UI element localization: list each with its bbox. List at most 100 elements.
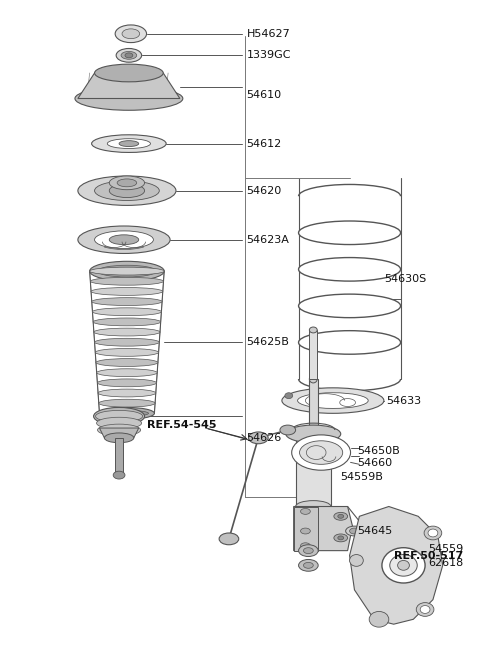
Ellipse shape: [282, 388, 384, 413]
Ellipse shape: [299, 331, 401, 354]
Ellipse shape: [108, 138, 150, 148]
Ellipse shape: [219, 533, 239, 544]
Ellipse shape: [300, 441, 343, 464]
Ellipse shape: [92, 134, 166, 152]
Text: H54627: H54627: [247, 29, 290, 39]
Ellipse shape: [299, 544, 318, 556]
Ellipse shape: [346, 526, 363, 536]
Ellipse shape: [96, 359, 158, 367]
Text: REF.54-545: REF.54-545: [146, 420, 216, 430]
Ellipse shape: [93, 318, 161, 326]
Ellipse shape: [334, 534, 348, 542]
Ellipse shape: [109, 235, 139, 245]
Ellipse shape: [96, 417, 142, 429]
Ellipse shape: [292, 435, 350, 470]
Ellipse shape: [94, 328, 160, 336]
Text: 54623A: 54623A: [247, 235, 289, 245]
Ellipse shape: [90, 277, 164, 285]
Ellipse shape: [369, 611, 389, 627]
Ellipse shape: [78, 176, 176, 205]
Ellipse shape: [115, 25, 146, 43]
Ellipse shape: [95, 231, 154, 249]
Text: 54650B: 54650B: [358, 445, 400, 456]
Ellipse shape: [300, 528, 311, 534]
Ellipse shape: [117, 179, 137, 187]
Polygon shape: [294, 506, 318, 550]
Ellipse shape: [420, 605, 430, 613]
Ellipse shape: [334, 512, 348, 520]
Text: 62618: 62618: [428, 558, 463, 568]
Ellipse shape: [109, 176, 144, 190]
Text: 54630S: 54630S: [384, 274, 426, 284]
Ellipse shape: [96, 411, 143, 422]
Ellipse shape: [286, 425, 341, 443]
Ellipse shape: [92, 298, 162, 306]
Ellipse shape: [303, 548, 313, 554]
Ellipse shape: [95, 348, 158, 356]
Ellipse shape: [96, 369, 157, 377]
Ellipse shape: [90, 267, 164, 275]
Ellipse shape: [122, 29, 140, 39]
Polygon shape: [99, 428, 139, 438]
Ellipse shape: [93, 308, 161, 316]
Ellipse shape: [97, 265, 156, 277]
Ellipse shape: [299, 258, 401, 281]
Ellipse shape: [101, 411, 137, 421]
Ellipse shape: [296, 501, 331, 512]
Ellipse shape: [280, 425, 296, 435]
Ellipse shape: [109, 184, 144, 197]
Ellipse shape: [91, 287, 163, 295]
Ellipse shape: [98, 389, 156, 397]
Bar: [309, 379, 318, 428]
Ellipse shape: [338, 514, 344, 518]
Ellipse shape: [397, 560, 409, 570]
Ellipse shape: [338, 536, 344, 540]
Ellipse shape: [116, 49, 142, 62]
Text: REF.50-517: REF.50-517: [394, 550, 463, 560]
Bar: [115, 438, 123, 475]
Polygon shape: [349, 506, 443, 625]
Ellipse shape: [95, 338, 159, 346]
Ellipse shape: [299, 221, 401, 245]
Ellipse shape: [119, 140, 139, 146]
Text: 54626: 54626: [247, 433, 282, 443]
Text: 54559: 54559: [428, 544, 463, 554]
Ellipse shape: [105, 411, 148, 417]
Ellipse shape: [125, 53, 133, 58]
Ellipse shape: [299, 560, 318, 571]
Text: 1339GC: 1339GC: [247, 51, 291, 60]
Ellipse shape: [94, 407, 144, 425]
Ellipse shape: [78, 226, 170, 253]
Text: 54645: 54645: [358, 526, 393, 536]
Ellipse shape: [309, 375, 317, 383]
Text: 54612: 54612: [247, 138, 282, 149]
Ellipse shape: [416, 603, 434, 617]
Ellipse shape: [349, 554, 363, 566]
Ellipse shape: [382, 548, 425, 583]
Bar: [296, 438, 331, 506]
Text: 54620: 54620: [247, 186, 282, 195]
Ellipse shape: [390, 554, 417, 576]
Ellipse shape: [300, 508, 311, 514]
Ellipse shape: [75, 87, 183, 110]
Ellipse shape: [121, 51, 137, 59]
Ellipse shape: [249, 432, 268, 443]
Polygon shape: [78, 73, 180, 98]
Ellipse shape: [424, 526, 442, 540]
Ellipse shape: [296, 432, 331, 443]
Polygon shape: [294, 506, 352, 550]
Ellipse shape: [285, 393, 293, 399]
Ellipse shape: [303, 562, 313, 568]
Text: 54610: 54610: [247, 90, 282, 100]
Ellipse shape: [299, 294, 401, 318]
Bar: [309, 330, 317, 379]
Ellipse shape: [309, 327, 317, 333]
Ellipse shape: [113, 471, 125, 479]
Ellipse shape: [97, 379, 156, 387]
Ellipse shape: [95, 64, 163, 82]
Text: 54625B: 54625B: [247, 337, 289, 347]
Ellipse shape: [99, 407, 155, 419]
Ellipse shape: [298, 393, 368, 409]
Ellipse shape: [95, 181, 159, 201]
Text: 54559B: 54559B: [340, 472, 383, 482]
